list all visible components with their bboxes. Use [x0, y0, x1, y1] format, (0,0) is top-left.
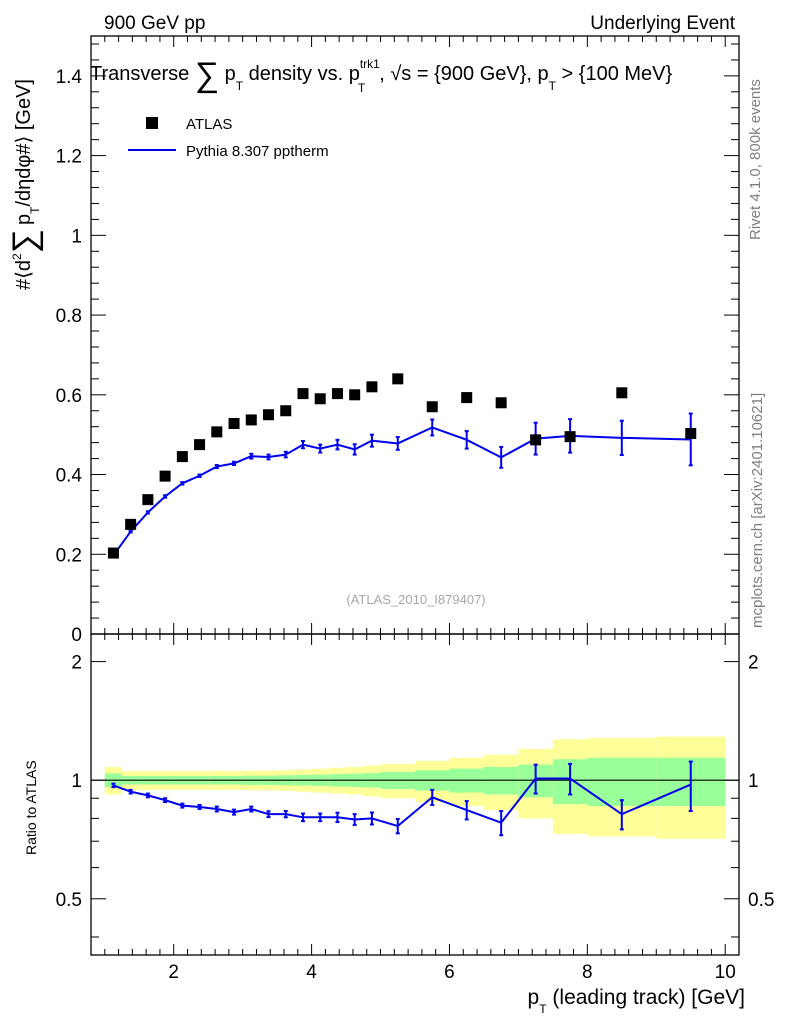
ratio-line: [113, 777, 692, 828]
ratio-y-tick-label-right: 2: [748, 653, 759, 674]
x-tick-label: 4: [306, 962, 317, 983]
header-right: Underlying Event: [590, 13, 735, 34]
atlas-point: [314, 393, 326, 405]
mcplots-label: mcplots.cern.ch [arXiv:2401.10621]: [749, 393, 766, 628]
analysis-id: (ATLAS_2010_I879407): [346, 592, 485, 607]
header-left: 900 GeV pp: [104, 13, 205, 34]
y-tick-label: 0.2: [56, 545, 82, 566]
rivet-label: Rivet 4.1.0, 800k events: [747, 79, 764, 240]
atlas-point: [392, 373, 404, 385]
y-tick-label: 1.4: [56, 67, 83, 88]
y-tick-label: 0: [71, 625, 82, 646]
legend-atlas-label: ATLAS: [186, 116, 232, 133]
y-tick-label: 0.4: [56, 466, 83, 487]
ratio-y-tick-label-right: 1: [748, 771, 759, 792]
legend-atlas-marker: [146, 117, 158, 129]
plot-title: Transverse ∑ pT density vs. ptrk1 T, √s =…: [90, 56, 673, 95]
y-tick-label: 0.6: [56, 386, 82, 407]
atlas-point: [228, 418, 240, 430]
x-tick-label: 8: [582, 962, 593, 983]
atlas-point: [564, 431, 576, 443]
atlas-point: [245, 414, 257, 426]
atlas-point: [366, 381, 378, 393]
y-axis-main-label: #⟨d2∑pT/dηdφ#⟩ [GeV]: [6, 79, 44, 290]
atlas-point: [426, 401, 438, 413]
atlas-point: [159, 470, 171, 482]
ratio-band-inner: [587, 757, 657, 806]
atlas-point: [349, 389, 361, 401]
atlas-point: [297, 388, 309, 400]
atlas-point: [176, 451, 188, 463]
atlas-point: [125, 518, 137, 530]
atlas-point: [194, 439, 206, 451]
atlas-point: [211, 426, 223, 438]
ratio-y-tick-label-right: 0.5: [748, 890, 774, 911]
atlas-point: [495, 397, 507, 409]
y-axis-ratio-label: Ratio to ATLAS: [23, 760, 39, 855]
ratio-panel-frame: [90, 633, 740, 956]
x-tick-label: 6: [444, 962, 455, 983]
y-tick-label: 1: [71, 226, 82, 247]
main-marks: [107, 373, 697, 559]
y-tick-label: 1.2: [56, 147, 82, 168]
x-tick-label: 2: [168, 962, 179, 983]
legend-mc-label: Pythia 8.307 pptherm: [186, 143, 329, 160]
atlas-point: [685, 427, 697, 439]
atlas-point: [331, 388, 343, 400]
y-tick-label: 0.8: [56, 306, 82, 327]
atlas-point: [107, 547, 119, 559]
ratio-y-tick-label: 1: [71, 771, 82, 792]
atlas-point: [530, 434, 542, 446]
atlas-point: [616, 387, 628, 399]
x-tick-label: 10: [715, 962, 736, 983]
axis-ticks: 2 4 6 8 10 0 0.2 0.4 0.6 0.8 1 1.2 1.4 0.5 0.5 1 1 2 2: [56, 36, 774, 983]
atlas-point: [263, 409, 275, 421]
mc-line: [112, 426, 691, 557]
atlas-point: [280, 405, 292, 417]
atlas-point: [142, 494, 154, 506]
ratio-y-tick-label: 0.5: [56, 890, 82, 911]
ratio-marks: [111, 760, 693, 837]
x-axis-label: pT (leading track) [GeV]: [528, 986, 745, 1016]
ratio-bands: [91, 736, 739, 839]
ratio-y-tick-label: 2: [71, 653, 82, 674]
atlas-point: [461, 392, 473, 404]
